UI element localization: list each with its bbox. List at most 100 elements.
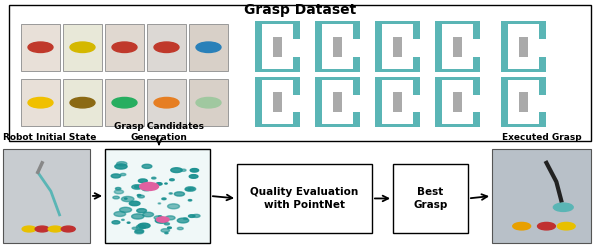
- Circle shape: [154, 42, 179, 52]
- FancyBboxPatch shape: [353, 80, 360, 95]
- FancyBboxPatch shape: [353, 24, 360, 39]
- FancyBboxPatch shape: [435, 77, 442, 127]
- Text: Quality Evaluation
with PointNet: Quality Evaluation with PointNet: [250, 187, 359, 210]
- FancyBboxPatch shape: [454, 92, 461, 112]
- FancyBboxPatch shape: [237, 164, 372, 233]
- FancyBboxPatch shape: [394, 37, 401, 57]
- FancyBboxPatch shape: [435, 77, 480, 80]
- FancyBboxPatch shape: [255, 69, 300, 72]
- Circle shape: [170, 179, 174, 181]
- Circle shape: [553, 203, 573, 211]
- FancyBboxPatch shape: [473, 80, 480, 95]
- FancyBboxPatch shape: [293, 57, 300, 72]
- Circle shape: [156, 183, 162, 185]
- Circle shape: [185, 187, 196, 191]
- FancyBboxPatch shape: [63, 24, 102, 71]
- Circle shape: [188, 188, 194, 190]
- Circle shape: [178, 227, 183, 230]
- Circle shape: [115, 187, 121, 190]
- Circle shape: [125, 198, 127, 199]
- Circle shape: [152, 177, 156, 179]
- Circle shape: [162, 198, 166, 200]
- Circle shape: [188, 215, 195, 217]
- FancyBboxPatch shape: [375, 124, 420, 127]
- FancyBboxPatch shape: [501, 77, 508, 127]
- Circle shape: [116, 162, 127, 166]
- FancyBboxPatch shape: [454, 37, 461, 57]
- FancyBboxPatch shape: [315, 21, 322, 72]
- FancyBboxPatch shape: [435, 69, 480, 72]
- FancyBboxPatch shape: [501, 21, 546, 24]
- FancyBboxPatch shape: [375, 77, 382, 127]
- Circle shape: [196, 42, 221, 52]
- FancyBboxPatch shape: [520, 37, 527, 57]
- Circle shape: [184, 218, 187, 219]
- Text: Robot Initial State: Robot Initial State: [3, 133, 97, 142]
- Circle shape: [132, 227, 137, 229]
- Circle shape: [121, 196, 134, 202]
- FancyBboxPatch shape: [539, 24, 546, 39]
- FancyBboxPatch shape: [413, 80, 420, 95]
- FancyBboxPatch shape: [274, 92, 281, 112]
- FancyBboxPatch shape: [539, 80, 546, 95]
- FancyBboxPatch shape: [353, 112, 360, 127]
- FancyBboxPatch shape: [334, 37, 341, 57]
- FancyBboxPatch shape: [105, 24, 144, 71]
- FancyBboxPatch shape: [539, 112, 546, 127]
- FancyBboxPatch shape: [189, 24, 228, 71]
- Circle shape: [132, 185, 143, 189]
- Circle shape: [158, 203, 161, 204]
- Circle shape: [188, 200, 192, 201]
- Circle shape: [48, 226, 62, 232]
- Circle shape: [70, 42, 95, 52]
- FancyBboxPatch shape: [189, 79, 228, 126]
- FancyBboxPatch shape: [255, 77, 300, 80]
- FancyBboxPatch shape: [435, 21, 480, 24]
- FancyBboxPatch shape: [334, 92, 341, 112]
- Circle shape: [190, 169, 199, 172]
- Circle shape: [166, 216, 175, 220]
- Circle shape: [115, 164, 127, 169]
- Circle shape: [154, 216, 163, 219]
- Circle shape: [538, 223, 556, 230]
- FancyBboxPatch shape: [501, 21, 508, 72]
- Circle shape: [28, 98, 53, 108]
- Text: Grasp Dataset: Grasp Dataset: [244, 3, 356, 17]
- Circle shape: [115, 190, 124, 194]
- FancyBboxPatch shape: [255, 77, 262, 127]
- FancyBboxPatch shape: [21, 79, 60, 126]
- Circle shape: [171, 168, 182, 173]
- FancyBboxPatch shape: [315, 77, 360, 80]
- Circle shape: [189, 175, 198, 178]
- Circle shape: [165, 183, 167, 184]
- Circle shape: [165, 232, 168, 234]
- FancyBboxPatch shape: [274, 37, 281, 57]
- FancyBboxPatch shape: [9, 5, 591, 141]
- FancyBboxPatch shape: [393, 164, 468, 233]
- Circle shape: [137, 209, 146, 213]
- Text: Grasp Candidates
Generation: Grasp Candidates Generation: [114, 122, 204, 142]
- Circle shape: [158, 216, 161, 217]
- Circle shape: [167, 227, 172, 229]
- Circle shape: [140, 182, 158, 191]
- Circle shape: [122, 219, 124, 220]
- FancyBboxPatch shape: [375, 21, 420, 24]
- FancyBboxPatch shape: [375, 21, 382, 72]
- FancyBboxPatch shape: [255, 21, 300, 24]
- Circle shape: [143, 212, 154, 217]
- Circle shape: [134, 230, 143, 234]
- FancyBboxPatch shape: [413, 24, 420, 39]
- FancyBboxPatch shape: [435, 124, 480, 127]
- Circle shape: [113, 196, 119, 199]
- FancyBboxPatch shape: [501, 124, 546, 127]
- FancyBboxPatch shape: [21, 24, 60, 71]
- FancyBboxPatch shape: [375, 69, 420, 72]
- Circle shape: [61, 226, 75, 232]
- Circle shape: [134, 186, 140, 188]
- Circle shape: [138, 195, 145, 198]
- FancyBboxPatch shape: [315, 77, 322, 127]
- FancyBboxPatch shape: [147, 79, 186, 126]
- Circle shape: [127, 222, 130, 223]
- Circle shape: [130, 201, 140, 206]
- Circle shape: [139, 179, 147, 183]
